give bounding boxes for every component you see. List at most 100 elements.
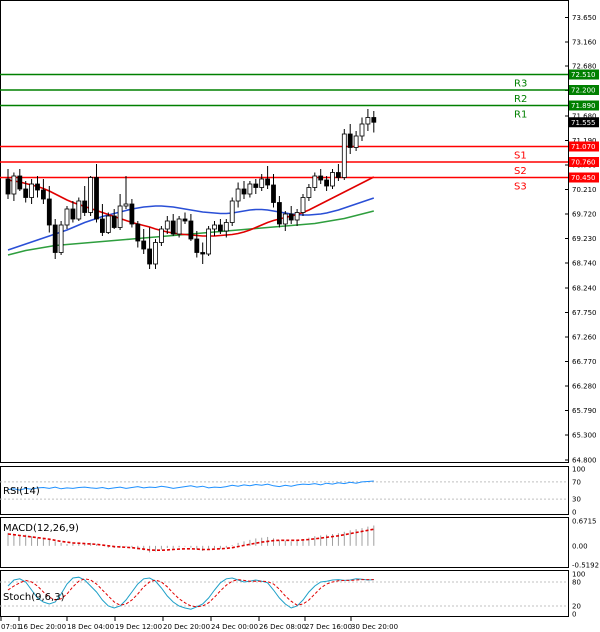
candle-body [141, 240, 147, 250]
time-tick-label: 20 Dec 20:00 [163, 623, 210, 631]
candle-body [324, 179, 330, 187]
candle-body [52, 224, 58, 253]
candle-body [123, 203, 129, 207]
time-tick-label: 30 Dec 20:00 [351, 623, 398, 631]
macd-signal-line [7, 528, 374, 552]
level-badge-r2 [569, 85, 599, 95]
candle-body [282, 213, 288, 225]
candle-body [365, 117, 371, 125]
current-price-text: 71.555 [571, 119, 596, 127]
stoch-d-line [7, 578, 374, 608]
rsi-tick-label: 70 [572, 478, 581, 486]
price-tick-label: 69.230 [572, 235, 597, 243]
candle-body [188, 220, 194, 240]
stoch-k-line [7, 576, 374, 610]
candle-body [111, 215, 117, 228]
candle-body [88, 177, 93, 213]
candle-body [229, 200, 235, 223]
price-tick-label: 64.800 [572, 457, 597, 465]
candle-body [223, 222, 229, 232]
price-tick-label: 72.680 [572, 63, 597, 71]
time-tick-label: 18 Dec 04:00 [67, 623, 114, 631]
level-label-s3: S3 [514, 182, 527, 193]
candle-body [70, 208, 76, 220]
candle-body [135, 223, 141, 242]
main-price-panel: 73.65073.16072.68072.19071.68071.19070.7… [0, 14, 599, 465]
price-tick-label: 69.720 [572, 211, 597, 219]
rsi-label: RSI(14) [3, 486, 40, 497]
candle-body [5, 178, 11, 195]
time-tick-label: 26 Dec 08:00 [259, 623, 306, 631]
level-label-r1: R1 [514, 110, 527, 121]
price-tick-label: 67.750 [572, 309, 597, 317]
level-badge-text: 72.510 [571, 71, 596, 79]
candle-body [288, 213, 294, 221]
candle-body [194, 238, 200, 253]
candle-body [318, 175, 324, 181]
rsi-tick-label: 30 [572, 496, 581, 504]
candle-body [82, 200, 88, 213]
level-badge-s2 [569, 157, 599, 167]
price-tick-label: 66.770 [572, 358, 597, 366]
candle-body [129, 203, 135, 225]
level-label-r3: R3 [514, 79, 527, 90]
candle-body [276, 202, 282, 225]
level-badge-text: 70.450 [571, 174, 596, 182]
candle-body [46, 198, 52, 226]
stoch-panel-frame [0, 570, 569, 617]
price-tick-label: 71.680 [572, 113, 597, 121]
level-badge-r3 [569, 69, 599, 80]
candle-body [158, 228, 164, 243]
candle-body [176, 218, 182, 235]
rsi-tick-label: 0 [572, 509, 576, 517]
candle-body [105, 215, 111, 233]
level-badge-text: 71.890 [571, 102, 596, 110]
candle-body [300, 197, 306, 213]
price-tick-label: 65.300 [572, 432, 597, 440]
price-tick-label: 73.650 [572, 14, 597, 22]
candle-body [147, 248, 153, 265]
rsi-line [7, 480, 374, 491]
rsi-panel-frame [0, 466, 569, 515]
candle-body [306, 187, 312, 198]
candle-body [206, 228, 212, 255]
level-badge-r1 [569, 100, 599, 111]
price-tick-label: 71.190 [572, 137, 597, 145]
rsi-tick-label: 100 [572, 466, 585, 474]
candle-body [371, 117, 377, 123]
candle-body [359, 123, 365, 137]
candle-body [35, 183, 40, 191]
price-tick-label: 70.210 [572, 186, 597, 194]
candle-body [100, 218, 105, 233]
macd-tick-label: 0.00 [572, 542, 588, 550]
candle-body [170, 220, 176, 235]
time-tick-label: 24 Dec 00:00 [211, 623, 258, 631]
candle-body [11, 175, 17, 195]
candle-body [23, 188, 29, 198]
candle-body [259, 178, 265, 188]
stoch-tick-label: 20 [572, 603, 581, 611]
main-panel-frame [0, 0, 569, 463]
candle-body [212, 224, 217, 230]
level-badge-text: 70.760 [571, 159, 596, 167]
price-tick-label: 73.160 [572, 39, 597, 47]
macd-label: MACD(12,26,9) [3, 523, 79, 534]
candle-body [271, 184, 276, 203]
price-tick-label: 67.260 [572, 334, 597, 342]
level-label-r2: R2 [514, 94, 527, 105]
price-tick-label: 68.240 [572, 285, 597, 293]
price-tick-label: 66.280 [572, 383, 597, 391]
time-tick-label: 27 Dec 16:00 [305, 623, 352, 631]
candle-body [294, 212, 300, 221]
candle-body [335, 172, 341, 178]
candle-body [117, 205, 123, 228]
candle-body [164, 220, 170, 230]
candle-body [247, 183, 253, 195]
price-tick-label: 65.790 [572, 407, 597, 415]
candle-body [182, 218, 188, 222]
macd-panel: 0.6715 0.00 -0.5192 [7, 518, 599, 570]
level-label-s1: S1 [514, 151, 527, 162]
candle-body [64, 208, 70, 226]
candle-body [17, 175, 23, 190]
